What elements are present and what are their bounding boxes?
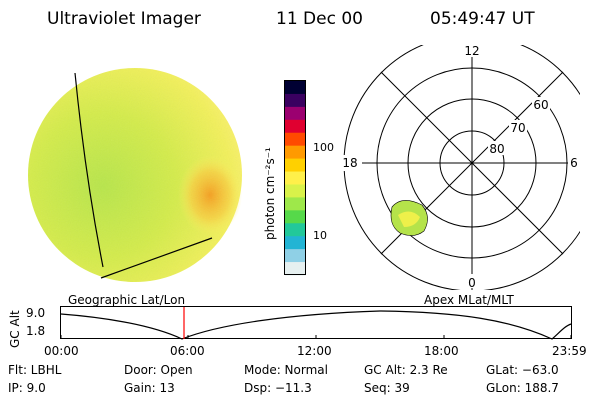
date-label: 11 Dec 00 [276,9,363,29]
colorbar-tick-100: 100 [313,141,334,154]
auroral-patch-core [398,211,420,227]
colorbar-stripe [285,132,306,147]
polar-ring-50 [343,45,580,290]
status-glon: GLon: 188.7 [486,381,559,395]
colorbar-stripe [285,197,306,211]
time-tick-1200: 12:00 [297,344,332,358]
caption-geographic: Geographic Lat/Lon [68,293,186,307]
colorbar-stripe [285,145,306,160]
status-gain: Gain: 13 [124,381,175,395]
mlt-label-0: 0 [468,276,476,290]
colorbar-stripe [285,262,306,276]
status-filter: Flt: LBHL [8,363,62,377]
colorbar-stripe [285,236,306,250]
status-seq: Seq: 39 [364,381,410,395]
instrument-title: Ultraviolet Imager [47,9,201,29]
mlt-label-6: 6 [570,156,578,170]
colorbar-stripe [285,158,306,173]
gc-alt-axis-label: GC Alt [8,310,22,348]
alt-tick-low: 1.8 [26,324,46,338]
latitude-line [100,237,213,279]
colorbar-stripe [285,249,306,263]
colorbar-stripe [285,93,306,108]
time-tick-2359: 23:59 [552,344,587,358]
colorbar-stripe [285,81,306,95]
colorbar-stripe [285,223,306,237]
status-glat: GLat: −63.0 [486,363,559,377]
colorbar-tick-10: 10 [313,229,327,242]
mlt-label-12: 12 [464,45,479,58]
colorbar-stripe [285,119,306,134]
color-bar [284,80,306,276]
alt-tick-high: 9.0 [26,306,46,320]
auroral-image [28,68,242,282]
caption-apex: Apex MLat/MLT [424,293,514,307]
time-label: 05:49:47 UT [430,9,535,29]
polar-plot: 12 18 6 0 60 70 80 [340,45,580,290]
time-tick-0000: 00:00 [44,344,79,358]
colorbar-stripe [285,210,306,224]
time-tick-0600: 06:00 [170,344,205,358]
time-tick-1800: 18:00 [424,344,459,358]
status-gc-alt: GC Alt: 2.3 Re [364,363,448,377]
lat-label-70: 70 [510,121,525,135]
lat-label-60: 60 [533,98,548,112]
mlt-label-18: 18 [342,156,357,170]
colorbar-stripe [285,171,306,185]
altitude-plot-frame [60,306,572,339]
meridian-line [74,72,104,268]
status-ip: IP: 9.0 [8,381,46,395]
altitude-curve [60,310,572,340]
colorbar-stripe [285,106,306,121]
status-mode: Mode: Normal [244,363,328,377]
status-dsp: Dsp: −11.3 [244,381,312,395]
status-door: Door: Open [124,363,193,377]
lat-label-80: 80 [489,142,504,156]
altitude-plot [60,306,572,340]
colorbar-unit-label: photon cm⁻²s⁻¹ [263,147,277,240]
colorbar-stripe [285,184,306,198]
